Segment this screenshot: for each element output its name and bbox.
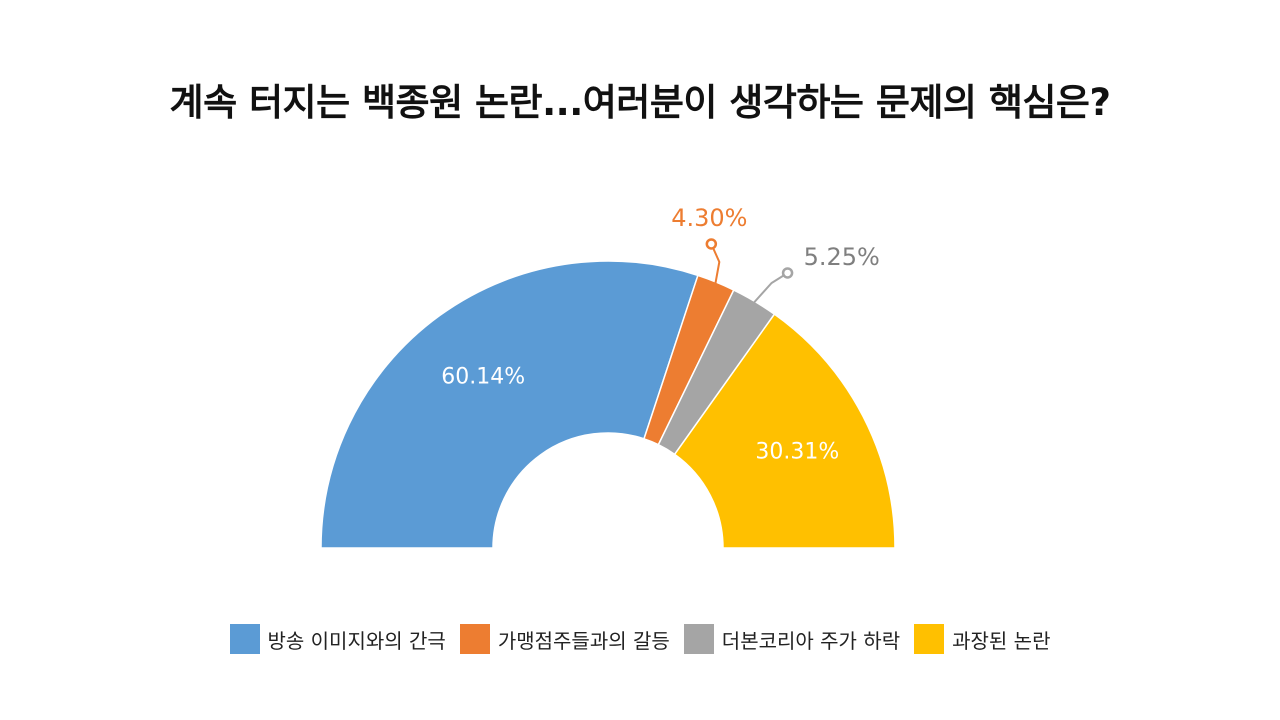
legend-item-exaggerated-controversy: 과장된 논란 bbox=[914, 624, 1050, 654]
data-label: 4.30% bbox=[671, 204, 747, 232]
legend-item-broadcast-image-gap: 방송 이미지와의 간극 bbox=[229, 624, 446, 654]
legend-swatch bbox=[914, 624, 945, 654]
leader-dot bbox=[705, 238, 718, 250]
legend-label: 방송 이미지와의 간극 bbox=[267, 628, 446, 653]
slice-broadcast-image-gap bbox=[320, 260, 699, 549]
chart-title: 계속 터지는 백종원 논란...여러분이 생각하는 문제의 핵심은? bbox=[169, 81, 1111, 124]
legend-item-stock-decline: 더본코리아 주가 하락 bbox=[683, 624, 901, 654]
chart-legend: 방송 이미지와의 간극 가맹점주들과의 갈등 더본코리아 주가 하락 과장된 논… bbox=[0, 624, 1280, 654]
legend-label: 더본코리아 주가 하락 bbox=[721, 628, 901, 653]
leader-dot bbox=[781, 267, 794, 279]
legend-swatch bbox=[459, 624, 490, 654]
data-label: 60.14% bbox=[441, 364, 525, 389]
legend-swatch bbox=[683, 624, 714, 654]
leader-line bbox=[752, 272, 789, 304]
data-label: 30.31% bbox=[755, 439, 839, 464]
data-label: 5.25% bbox=[804, 243, 880, 271]
legend-label: 가맹점주들과의 갈등 bbox=[497, 628, 670, 653]
legend-label: 과장된 논란 bbox=[952, 628, 1051, 653]
leader-line bbox=[710, 243, 721, 285]
legend-item-franchisee-conflict: 가맹점주들과의 갈등 bbox=[459, 624, 670, 654]
legend-swatch bbox=[229, 624, 260, 654]
slice-exaggerated-controversy bbox=[673, 313, 896, 549]
